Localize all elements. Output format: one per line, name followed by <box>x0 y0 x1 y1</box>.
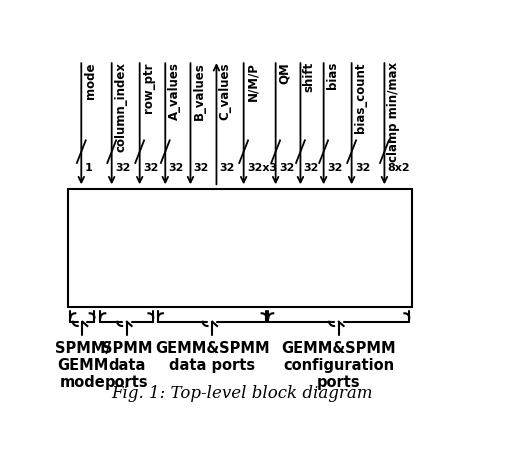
Text: 32: 32 <box>168 163 184 173</box>
Text: 32: 32 <box>115 163 130 173</box>
Text: 1: 1 <box>85 163 92 173</box>
Text: 32: 32 <box>279 163 294 173</box>
Text: GEMM&SPMM
data ports: GEMM&SPMM data ports <box>155 341 269 373</box>
Text: bias: bias <box>326 62 339 89</box>
Text: A_values: A_values <box>168 62 181 120</box>
Text: clamp min/max: clamp min/max <box>387 62 400 162</box>
Text: 32: 32 <box>194 163 209 173</box>
Text: SPMM
data
ports: SPMM data ports <box>102 341 152 390</box>
Text: mode: mode <box>84 62 96 98</box>
Text: Fig. 1: Top-level block diagram: Fig. 1: Top-level block diagram <box>111 385 373 402</box>
Text: SPMM/
GEMM
mode: SPMM/ GEMM mode <box>55 341 110 390</box>
Text: 32: 32 <box>355 163 370 173</box>
Text: row_ptr: row_ptr <box>142 62 155 113</box>
Text: GEMM&SPMM
configuration
ports: GEMM&SPMM configuration ports <box>282 341 396 390</box>
Text: 32: 32 <box>220 163 235 173</box>
Text: QM: QM <box>278 62 291 84</box>
Text: 32: 32 <box>143 163 158 173</box>
Text: 32x3: 32x3 <box>247 163 277 173</box>
Text: 8x2: 8x2 <box>388 163 410 173</box>
Text: N/M/P: N/M/P <box>246 62 259 101</box>
Text: bias_count: bias_count <box>354 62 367 132</box>
Text: column_index: column_index <box>114 62 127 152</box>
Text: shift: shift <box>303 62 316 92</box>
Text: C_values: C_values <box>219 62 232 120</box>
Text: 32: 32 <box>327 163 342 173</box>
Text: 32: 32 <box>303 163 319 173</box>
Text: B_values: B_values <box>193 62 206 120</box>
